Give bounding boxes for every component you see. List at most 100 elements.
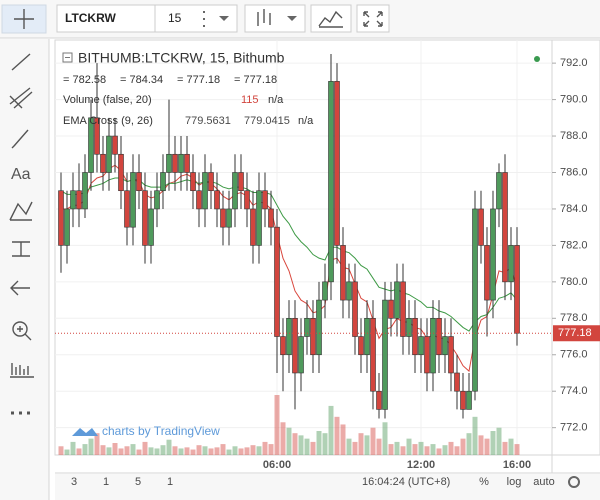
collapse-box[interactable] bbox=[62, 52, 73, 63]
text-tool-icon[interactable]: Aa bbox=[11, 166, 31, 183]
candle-body bbox=[130, 172, 136, 228]
volume-bar bbox=[142, 441, 148, 455]
zoom-icon[interactable] bbox=[12, 321, 28, 337]
volume-bar bbox=[256, 446, 262, 455]
candle-icon bbox=[257, 9, 271, 26]
interval: 15 bbox=[168, 11, 182, 25]
candle-body bbox=[364, 318, 370, 356]
volume-bar bbox=[304, 438, 310, 455]
indicators-button[interactable] bbox=[310, 4, 352, 33]
volume-bar bbox=[508, 438, 514, 455]
volume-bar bbox=[334, 416, 340, 455]
volume-bar bbox=[376, 438, 382, 455]
candle-body bbox=[184, 153, 190, 173]
y-tick-label: 790.0 bbox=[560, 93, 588, 105]
volume-bar bbox=[64, 449, 70, 455]
ruler-icon[interactable] bbox=[10, 363, 34, 378]
volume-bar bbox=[70, 441, 76, 455]
candle-body bbox=[424, 336, 430, 374]
candle-body bbox=[322, 281, 328, 301]
back-icon[interactable] bbox=[10, 280, 30, 296]
candle-body bbox=[490, 208, 496, 301]
candle-body bbox=[88, 117, 94, 173]
volume-bar bbox=[82, 444, 88, 455]
volume-bar bbox=[286, 427, 292, 455]
candle-body bbox=[112, 135, 118, 155]
candle-body bbox=[388, 299, 394, 319]
volume-bar bbox=[400, 446, 406, 455]
candle-body bbox=[502, 172, 508, 283]
volume-bar bbox=[394, 441, 400, 455]
scale-option[interactable]: % bbox=[479, 476, 489, 488]
volume-bar bbox=[280, 422, 286, 455]
range-button[interactable]: 1 bbox=[167, 476, 173, 488]
watermark: charts by TradingView bbox=[102, 424, 220, 438]
chart-style-button[interactable] bbox=[244, 4, 306, 33]
volume-bar bbox=[436, 448, 442, 455]
volume-readout: 115 bbox=[241, 94, 259, 106]
volume-bar bbox=[172, 446, 178, 455]
dropdown-arrow bbox=[219, 16, 229, 21]
candle-body bbox=[286, 318, 292, 356]
last-price-label: 777.18 bbox=[558, 327, 592, 339]
candle-body bbox=[82, 172, 88, 210]
candle-body bbox=[250, 208, 256, 246]
status-dot bbox=[534, 56, 540, 62]
volume-bar bbox=[460, 438, 466, 455]
candle-body bbox=[436, 318, 442, 356]
fullscreen-button[interactable] bbox=[356, 4, 390, 33]
left-toolbar bbox=[0, 39, 49, 500]
volume-readout: n/a bbox=[268, 94, 284, 106]
candle-body bbox=[298, 336, 304, 374]
fib-icon[interactable] bbox=[9, 87, 33, 109]
candle-body bbox=[484, 245, 490, 301]
chart-title: BITHUMB:LTCKRW, 15, Bithumb bbox=[78, 50, 285, 66]
measure-icon[interactable] bbox=[12, 241, 30, 257]
candle-body bbox=[340, 245, 346, 301]
volume-bar bbox=[406, 438, 412, 455]
volume-bar bbox=[502, 441, 508, 455]
volume-bar bbox=[466, 433, 472, 455]
scale-option[interactable]: log bbox=[507, 476, 522, 488]
range-button[interactable]: 5 bbox=[135, 476, 141, 488]
ema-readout: n/a bbox=[298, 115, 314, 127]
volume-bar bbox=[136, 449, 142, 455]
fullscreen-icon bbox=[363, 11, 383, 27]
volume-bar bbox=[196, 445, 202, 455]
candle-body bbox=[430, 318, 436, 374]
candle-body bbox=[166, 153, 172, 173]
candle-body bbox=[514, 245, 520, 334]
candle-body bbox=[406, 318, 412, 337]
range-button[interactable]: 1 bbox=[103, 476, 109, 488]
candle-body bbox=[154, 190, 160, 210]
plot bbox=[58, 54, 520, 419]
clock: 16:04:24 (UTC+8) bbox=[362, 476, 450, 488]
y-tick-label: 792.0 bbox=[560, 57, 588, 69]
volume-bar bbox=[190, 449, 196, 455]
scale-option[interactable]: auto bbox=[533, 476, 554, 488]
brush-icon[interactable] bbox=[11, 129, 29, 149]
candle-body bbox=[280, 336, 286, 356]
range-button[interactable]: 3 bbox=[71, 476, 77, 488]
candle-body bbox=[400, 281, 406, 337]
volume-bar bbox=[160, 445, 166, 455]
drawing-tools[interactable] bbox=[9, 53, 34, 378]
zoom-icon-plus[interactable] bbox=[17, 326, 32, 341]
volume-bar bbox=[154, 448, 160, 455]
volume-bar bbox=[478, 435, 484, 455]
symbol-box[interactable] bbox=[56, 4, 156, 33]
y-tick-label: 772.0 bbox=[560, 422, 588, 434]
trend-line-icon[interactable] bbox=[11, 53, 31, 71]
settings-icon[interactable] bbox=[568, 476, 580, 488]
x-tick-label: 12:00 bbox=[407, 459, 435, 471]
volume-bar bbox=[268, 444, 274, 455]
volume-bar bbox=[310, 441, 316, 455]
ema-readout: 779.5631 bbox=[185, 115, 231, 127]
pattern-icon[interactable] bbox=[9, 201, 33, 221]
volume-bar bbox=[88, 438, 94, 455]
ohlc-value: = 777.18 bbox=[177, 74, 220, 86]
candle-body bbox=[220, 208, 226, 228]
volume-bar bbox=[346, 438, 352, 455]
candle-body bbox=[394, 281, 400, 319]
